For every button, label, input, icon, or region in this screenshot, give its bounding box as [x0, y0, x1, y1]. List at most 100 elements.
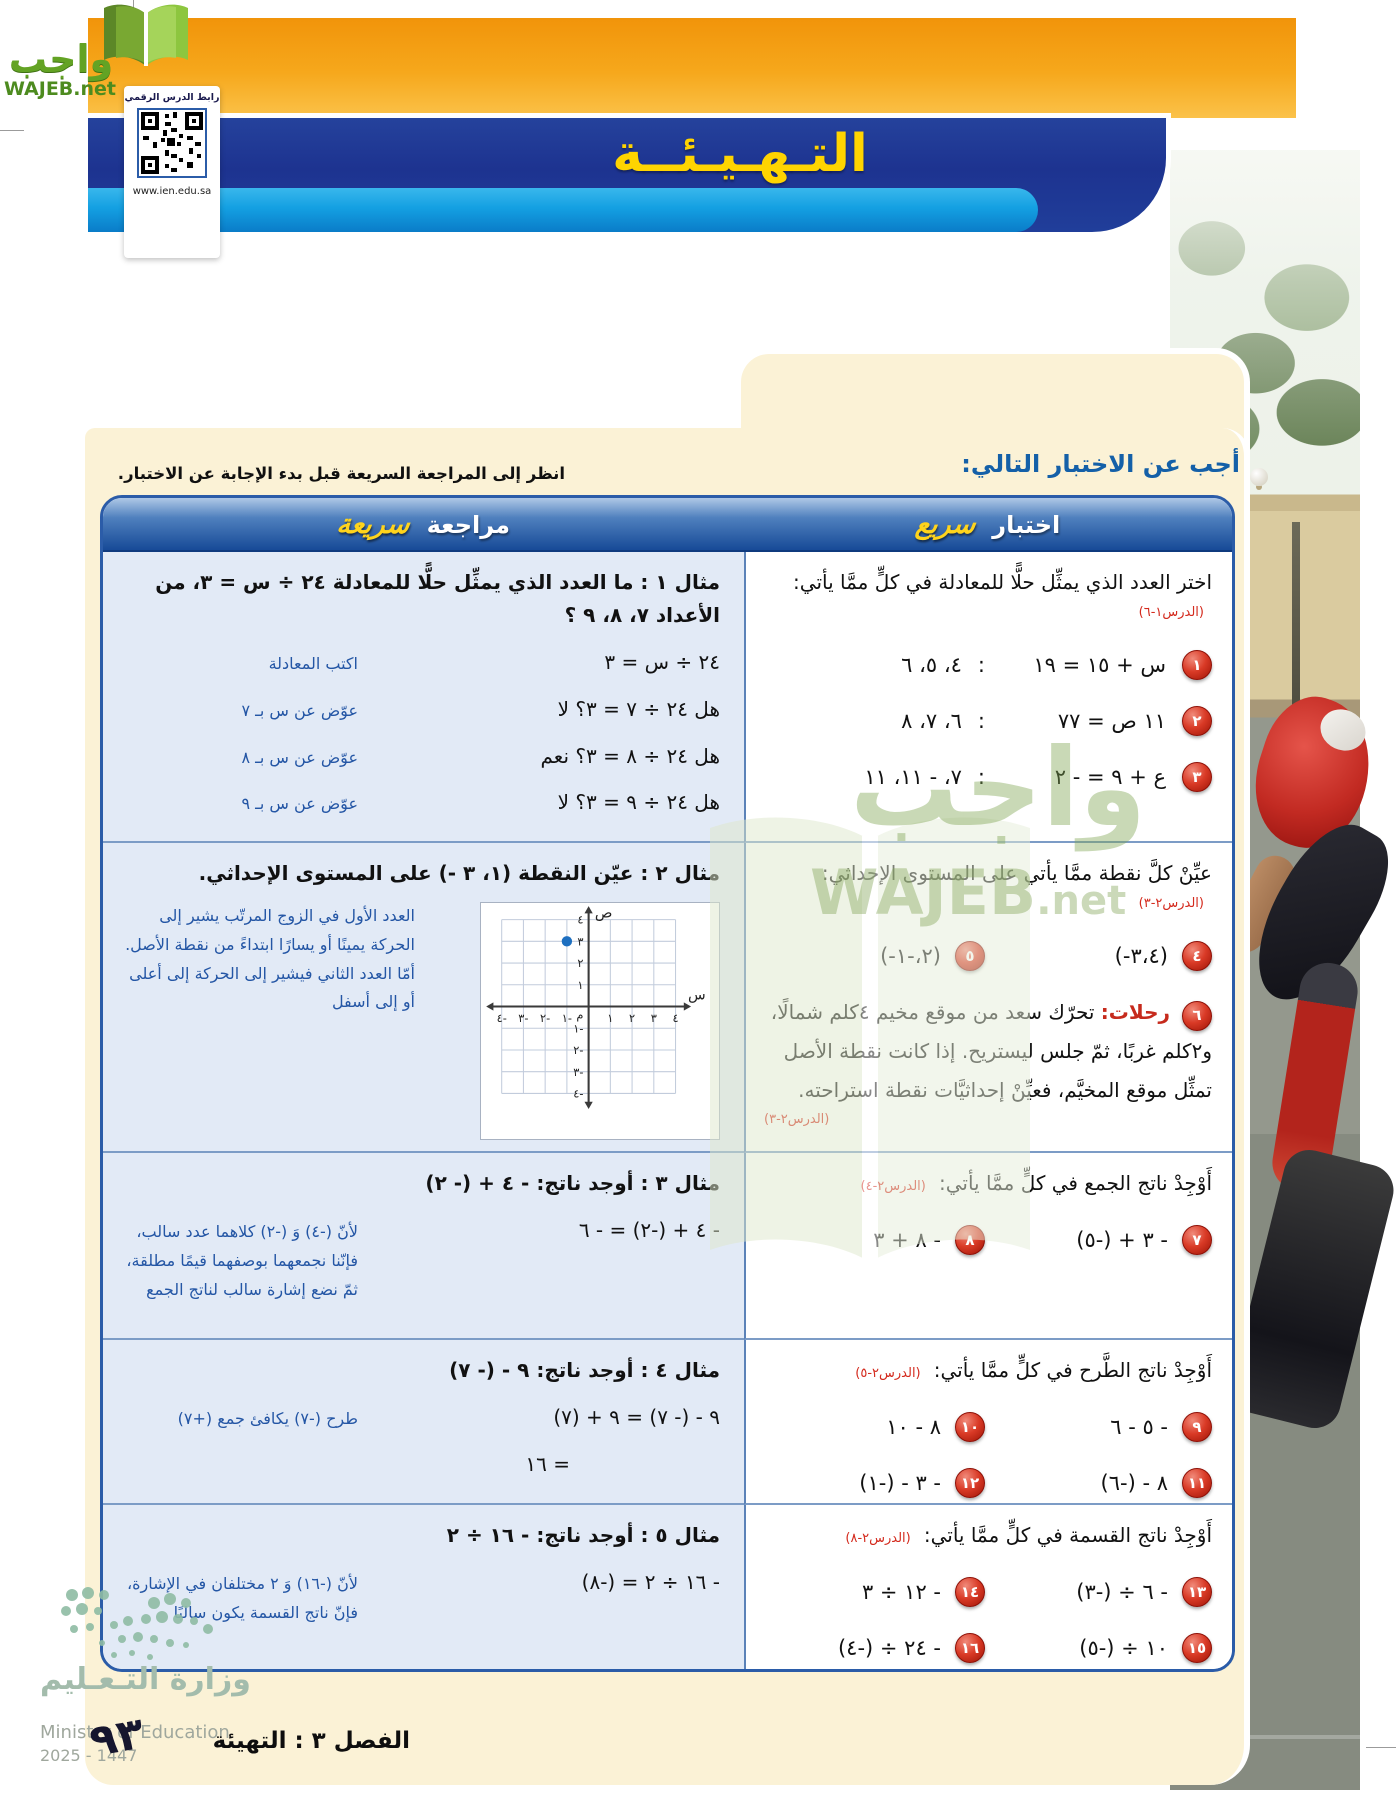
wall-lamp	[1250, 468, 1268, 486]
example-note: العدد الأول في الزوج المرتّب يشير إلى ال…	[125, 906, 415, 1012]
qr-code	[137, 108, 207, 178]
colon: :	[977, 764, 985, 789]
question-14: ١٤ - ١٢ ÷ ٣	[758, 1577, 985, 1607]
qr-card: رابط الدرس الرقمي www.ien.edu.sa	[124, 86, 220, 258]
colon: :	[977, 708, 985, 733]
prompt: اختر العدد الذي يمثِّل حلًّا للمعادلة في…	[793, 570, 1212, 594]
question-16: ١٦ - ٢٤ ÷ (-٤)	[758, 1633, 985, 1663]
review-example-3: مثال ٣ : أوجد ناتج: - ٤ + (- ٢) - ٤ + (-…	[103, 1153, 744, 1340]
answer-choices: ٧، - ١١، ١١	[864, 764, 962, 789]
step-math: - ٤ + (-٢) = - ٦	[578, 1218, 720, 1242]
svg-text:٣: ٣	[651, 1011, 657, 1025]
expression: ٨ - ١٠	[886, 1415, 941, 1439]
quick-review-header: مراجعة سريعة	[103, 509, 744, 540]
crop-mark	[1366, 1747, 1396, 1748]
expression: ١٠ ÷ (-٥)	[1079, 1636, 1168, 1660]
question-number-badge: ١١	[1182, 1468, 1212, 1498]
question-number-badge: ٢	[1182, 705, 1212, 736]
solution-step: هل ٢٤ ÷ ٧ = ٣؟ لا عوّض عن س بـ ٧	[119, 696, 721, 726]
question-number-badge: ٦	[1182, 1000, 1212, 1031]
origin-label: م	[576, 1008, 583, 1022]
example-title: مثال ٤ : أوجد ناتج: ٩ - (- ٧)	[449, 1358, 720, 1382]
question-2: ٢ ١١ ص = ٧٧ : ٦، ٧، ٨	[758, 705, 1212, 736]
svg-text:١: ١	[577, 978, 583, 992]
test-row-division: أَوْجِدْ ناتج القسمة في كلٍّ ممَّا يأتي:…	[744, 1505, 1232, 1669]
question-number-badge: ٩	[1182, 1412, 1212, 1442]
x-axis-label: س	[688, 987, 706, 1003]
solution-step: هل ٢٤ ÷ ٨ = ٣؟ نعم عوّض عن س بـ ٨	[119, 743, 721, 773]
example-title-post: على المستوى الإحداثي.	[198, 861, 439, 885]
step-math: ٢٤ ÷ س = ٣	[604, 650, 720, 674]
panel-rows: اختر العدد الذي يمثِّل حلًّا للمعادلة في…	[103, 552, 1232, 1669]
svg-text:٣: ٣	[577, 934, 583, 948]
expression: - ٦ ÷ (-٣)	[1076, 1580, 1168, 1604]
solution-step: هل ٢٤ ÷ ٩ = ٣؟ لا عوّض عن س بـ ٩	[119, 790, 721, 819]
lesson-ref: (الدرس٢-٣)	[764, 1111, 830, 1127]
equation: ع + ٩ = - ٢	[1054, 764, 1166, 789]
test-row-subtraction: أَوْجِدْ ناتج الطَّرح في كلٍّ ممَّا يأتي…	[744, 1340, 1232, 1505]
example-title: مثال ١ : ما العدد الذي يمثِّل حلًّا للمع…	[155, 570, 720, 627]
step-note: عوّض عن س بـ ٨	[241, 747, 359, 767]
expression: - ٣ - (-١)	[859, 1471, 941, 1495]
step-math: = ١٦	[525, 1451, 570, 1476]
wall-gate	[1292, 522, 1300, 718]
word-problem-lead: رحلات:	[1100, 999, 1170, 1024]
crop-mark	[0, 130, 24, 131]
question-number-badge: ١٢	[955, 1468, 985, 1498]
svg-text:٣-: ٣-	[518, 1011, 528, 1025]
expression: - ٣ + (-٥)	[1076, 1228, 1168, 1252]
svg-text:٢-: ٢-	[573, 1043, 583, 1057]
step-math: ٩ - (- ٧) = ٩ + (٧)	[553, 1405, 720, 1429]
svg-text:٤-: ٤-	[497, 1011, 507, 1025]
svg-text:١-: ١-	[562, 1011, 572, 1025]
quick-test-accent: سريع	[913, 508, 978, 540]
step-math: هل ٢٤ ÷ ٨ = ٣؟ نعم	[540, 743, 720, 768]
svg-text:٤-: ٤-	[573, 1087, 583, 1101]
footer-chapter-label: الفصل ٣ : التهيئة	[212, 1728, 410, 1754]
test-row-addition: أَوْجِدْ ناتج الجمع في كلٍّ ممَّا يأتي: …	[744, 1153, 1232, 1340]
step-math: - ١٦ ÷ ٢ = (-٨)	[581, 1570, 720, 1594]
step-math: هل ٢٤ ÷ ٧ = ٣؟ لا	[557, 696, 720, 721]
open-book-icon	[104, 4, 188, 66]
review-example-5: مثال ٥ : أوجد ناتج: - ١٦ ÷ ٢ - ١٦ ÷ ٢ = …	[103, 1505, 744, 1669]
question-number-badge: ٤	[1182, 940, 1212, 971]
question-number-badge: ١٥	[1182, 1633, 1212, 1663]
page-number: ٩٣	[85, 1707, 148, 1768]
step-math: هل ٢٤ ÷ ٩ = ٣؟ لا	[557, 790, 720, 815]
lesson-ref: (الدرس٢-٥)	[855, 1366, 921, 1381]
question-9: ٩ - ٥ - ٦	[985, 1412, 1212, 1442]
coordinate-grid: ١ ٢ ٣ ٤ ١- ٢- ٣- ٤- ١ ٢ ٣	[480, 902, 720, 1140]
quick-test-header: اختبار سريع	[744, 509, 1232, 540]
ordered-pair: (-٣،٤)	[1114, 943, 1168, 968]
svg-text:٢: ٢	[577, 956, 583, 970]
plotted-point	[561, 936, 573, 947]
question-13: ١٣ - ٦ ÷ (-٣)	[985, 1577, 1212, 1607]
question-number-badge: ١٤	[955, 1577, 985, 1607]
ordered-pair: (- ١، ٣)	[438, 861, 512, 885]
review-note: انظر إلى المراجعة السريعة قبل بدء الإجاب…	[117, 464, 565, 483]
test-row-equations: اختر العدد الذي يمثِّل حلًّا للمعادلة في…	[744, 552, 1232, 843]
question-number-badge: ١٣	[1182, 1577, 1212, 1607]
expression: - ١٢ ÷ ٣	[861, 1580, 941, 1604]
wajeb-logo-arabic: واجب	[8, 37, 114, 81]
question-5: ٥ (-٢،-١)	[758, 940, 985, 971]
question-number-badge: ٥	[955, 940, 985, 971]
chapter-title: التـهـيـئــة	[612, 124, 868, 184]
step-note: لأنّ (-١٦) وَ ٢ مختلفان في الإشارة، فإنّ…	[126, 1574, 358, 1622]
step-note: طرح (-٧) يكافئ جمع (+٧)	[177, 1409, 358, 1428]
step-note: اكتب المعادلة	[268, 654, 358, 673]
question-15: ١٥ ١٠ ÷ (-٥)	[985, 1633, 1212, 1663]
svg-text:٤: ٤	[672, 1011, 678, 1025]
svg-text:١: ١	[607, 1011, 613, 1025]
question-11: ١١ ٨ - (-٦)	[985, 1468, 1212, 1498]
expression: - ٥ - ٦	[1110, 1415, 1168, 1439]
question-number-badge: ٧	[1182, 1225, 1212, 1255]
wajeb-logo: واجب WAJEB.net	[4, 37, 116, 100]
step-note: عوّض عن س بـ ٧	[241, 700, 359, 720]
bicycle-wheel	[1225, 1144, 1396, 1434]
test-row-points: عيِّنْ كلَّ نقطة ممَّا يأتي على المستوى …	[744, 843, 1232, 1153]
step-note: عوّض عن س بـ ٩	[241, 794, 359, 814]
lesson-ref: (الدرس٢-٣)	[1138, 896, 1204, 911]
expression: - ٢٤ ÷ (-٤)	[837, 1636, 941, 1660]
answer-prompt: أجب عن الاختبار التالي:	[961, 450, 1240, 478]
